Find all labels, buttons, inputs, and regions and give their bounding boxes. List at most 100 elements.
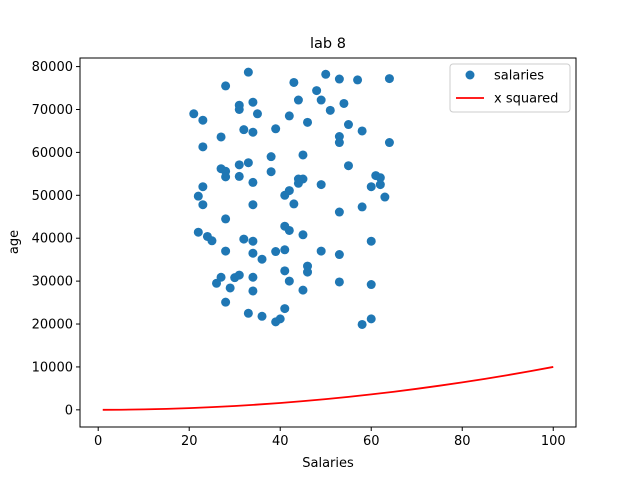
scatter-point xyxy=(284,111,294,121)
scatter-point xyxy=(212,278,222,288)
y-tick-label: 10000 xyxy=(32,360,73,375)
x-tick-label: 40 xyxy=(272,434,289,449)
scatter-point xyxy=(198,200,208,210)
scatter-point xyxy=(248,248,258,258)
scatter-point xyxy=(298,230,308,240)
scatter-point xyxy=(384,74,394,84)
scatter-point xyxy=(221,214,231,224)
y-tick-label: 80000 xyxy=(32,60,73,75)
scatter-point xyxy=(198,182,208,192)
scatter-point xyxy=(334,74,344,84)
scatter-point xyxy=(366,182,376,192)
scatter-point xyxy=(334,207,344,217)
scatter-point xyxy=(207,236,217,246)
scatter-point xyxy=(198,142,208,152)
scatter-point xyxy=(189,109,199,119)
scatter-point xyxy=(357,319,367,329)
scatter-point xyxy=(334,277,344,287)
scatter-point xyxy=(343,161,353,171)
scatter-point xyxy=(366,314,376,324)
scatter-point xyxy=(280,304,290,314)
legend: salaries x squared xyxy=(449,63,571,113)
scatter-point xyxy=(334,250,344,260)
scatter-point xyxy=(303,267,313,277)
scatter-point xyxy=(243,67,253,77)
scatter-point xyxy=(312,86,322,96)
scatter-point xyxy=(271,317,281,327)
scatter-point xyxy=(257,254,267,264)
scatter-point xyxy=(316,246,326,256)
y-axis-label: age xyxy=(7,230,22,254)
scatter-point xyxy=(280,190,290,200)
scatter-point xyxy=(193,227,203,237)
y-tick-label: 70000 xyxy=(32,103,73,118)
scatter-point xyxy=(234,270,244,280)
scatter-point xyxy=(316,95,326,105)
scatter-point xyxy=(248,286,258,296)
scatter-point xyxy=(234,104,244,114)
scatter-point xyxy=(248,236,258,246)
scatter-point xyxy=(225,283,235,293)
scatter-point xyxy=(234,160,244,170)
scatter-point xyxy=(239,125,249,135)
scatter-point xyxy=(193,191,203,201)
scatter-point xyxy=(271,124,281,134)
y-tick-label: 40000 xyxy=(32,232,73,247)
scatter-point xyxy=(216,132,226,142)
scatter-point xyxy=(298,150,308,160)
plot-frame xyxy=(79,57,577,428)
scatter-point xyxy=(366,236,376,246)
plot-area xyxy=(102,67,554,411)
scatter-point xyxy=(221,246,231,256)
scatter-point xyxy=(289,77,299,87)
scatter-point xyxy=(280,245,290,255)
x-tick-label: 80 xyxy=(454,434,471,449)
scatter-point xyxy=(198,115,208,125)
legend-label-salaries: salaries xyxy=(494,69,544,84)
scatter-point xyxy=(375,180,385,190)
legend-label-x-squared: x squared xyxy=(494,92,558,107)
scatter-point xyxy=(243,308,253,318)
scatter-point xyxy=(221,81,231,91)
line-series-x-squared xyxy=(102,366,554,411)
scatter-point xyxy=(384,138,394,148)
scatter-point xyxy=(248,177,258,187)
scatter-point xyxy=(289,199,299,209)
y-tick-label: 20000 xyxy=(32,318,73,333)
axes: 0 20 40 60 80 100 0 10000 20000 30000 40000 50000 60… xyxy=(32,60,566,449)
scatter-point xyxy=(248,272,258,282)
scatter-point xyxy=(375,173,385,183)
scatter-point xyxy=(234,171,244,181)
scatter-point xyxy=(257,311,267,321)
legend-marker-salaries xyxy=(465,70,475,80)
x-tick-label: 100 xyxy=(541,434,566,449)
x-tick-label: 20 xyxy=(181,434,198,449)
scatter-point xyxy=(252,109,262,119)
scatter-point xyxy=(357,202,367,212)
scatter-point xyxy=(284,225,294,235)
scatter-point xyxy=(325,105,335,115)
y-tick-label: 50000 xyxy=(32,189,73,204)
x-tick-label: 60 xyxy=(363,434,380,449)
scatter-point xyxy=(293,178,303,188)
scatter-point xyxy=(366,280,376,290)
scatter-point xyxy=(266,152,276,162)
scatter-point xyxy=(334,138,344,148)
y-tick-label: 30000 xyxy=(32,275,73,290)
scatter-point xyxy=(248,200,258,210)
scatter-point xyxy=(243,158,253,168)
legend-box xyxy=(449,63,571,113)
scatter-point xyxy=(303,117,313,127)
scatter-point xyxy=(293,95,303,105)
scatter-point xyxy=(353,75,363,85)
x-tick-label: 0 xyxy=(94,434,102,449)
scatter-point xyxy=(271,247,281,257)
scatter-point xyxy=(221,172,231,182)
scatter-point xyxy=(339,98,349,108)
y-tick-label: 0 xyxy=(65,403,73,418)
scatter-point xyxy=(380,192,390,202)
scatter-point xyxy=(284,276,294,286)
scatter-point xyxy=(248,97,258,107)
scatter-point xyxy=(343,120,353,130)
